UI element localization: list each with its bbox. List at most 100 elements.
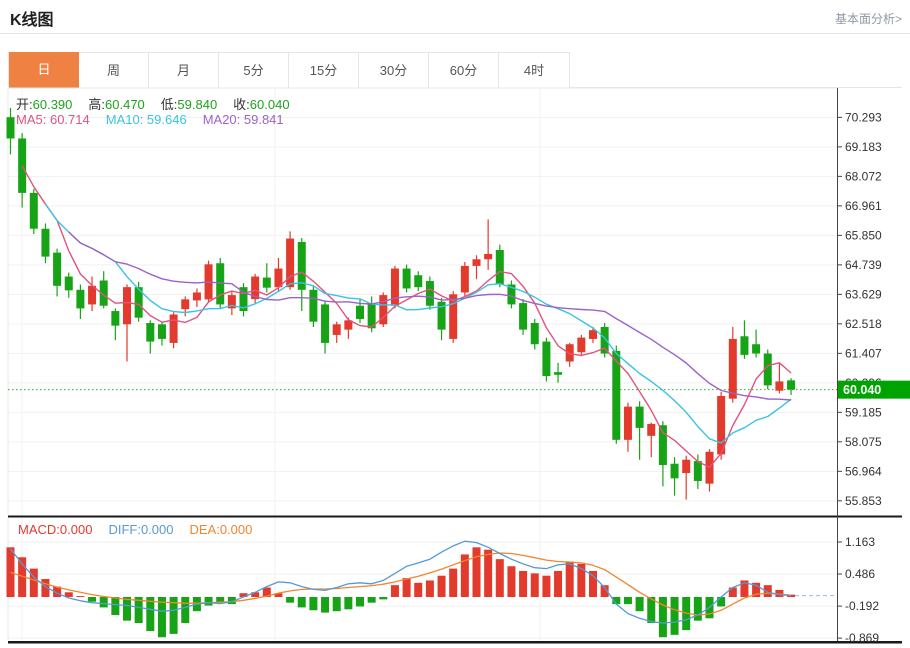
macd-bar — [647, 597, 656, 624]
tab-周[interactable]: 周 — [79, 53, 149, 88]
tab-15分[interactable]: 15分 — [289, 53, 359, 88]
macd-bar — [612, 597, 621, 605]
macd-bar — [530, 573, 539, 598]
macd-bar — [286, 597, 295, 603]
macd-bar — [134, 597, 143, 624]
candle-body — [600, 326, 609, 354]
macd-bar — [740, 580, 749, 598]
tab-4时[interactable]: 4时 — [499, 53, 569, 88]
candle-body — [472, 259, 481, 266]
macd-bar — [449, 568, 458, 598]
period-tab-bar: 日周月 5分 15分 30分 60分 4时 — [8, 52, 902, 88]
ma10-line — [44, 203, 792, 444]
candle-body — [425, 281, 434, 306]
candle-body — [763, 353, 772, 386]
candle-body — [169, 314, 178, 343]
candle-body — [647, 423, 656, 436]
macd-bar — [379, 597, 388, 600]
macd-bar — [472, 547, 481, 598]
ma20-line — [68, 231, 792, 401]
candle-body — [390, 268, 399, 306]
candle-body — [29, 192, 38, 229]
axis-tick-label: 58.075 — [845, 435, 882, 449]
macd-bar — [635, 597, 644, 612]
axis-tick-label: 0.486 — [845, 567, 875, 581]
candle-body — [693, 461, 702, 481]
tab-5分[interactable]: 5分 — [219, 53, 289, 88]
candle-body — [53, 252, 62, 286]
candle-body — [123, 287, 131, 325]
axis-tick-label: 63.629 — [845, 287, 882, 301]
axis-tick-label: 61.407 — [845, 346, 882, 360]
macd-bar — [216, 597, 225, 603]
tab-月[interactable]: 月 — [149, 53, 219, 88]
dea-line — [10, 552, 792, 616]
axis-tick-label: 65.850 — [845, 228, 882, 242]
candle-body — [321, 304, 330, 343]
macd-bar — [623, 597, 632, 605]
ma-lines — [21, 165, 792, 468]
candle-body — [227, 295, 236, 309]
fundamental-analysis-link[interactable]: 基本面分析> — [834, 12, 902, 26]
macd-bar — [390, 585, 399, 598]
candle-body — [99, 280, 108, 306]
macd-bar — [41, 579, 50, 598]
tab-30分[interactable]: 30分 — [359, 53, 429, 88]
candle-body — [565, 344, 574, 362]
candle-body — [216, 263, 225, 305]
macd-bar — [262, 587, 271, 598]
macd-bar — [111, 597, 120, 615]
candle-body — [437, 301, 446, 330]
macd-bar — [554, 570, 563, 598]
macd-bar — [658, 597, 667, 638]
macd-bar — [484, 549, 493, 598]
macd-bar — [181, 597, 190, 624]
candle-body — [623, 406, 632, 440]
diff-line — [9, 540, 792, 624]
macd-bar — [76, 596, 85, 598]
axis-tick-label: -0.869 — [845, 631, 879, 645]
macd-bar — [495, 559, 504, 598]
macd-bar — [6, 547, 15, 598]
macd-bar — [227, 597, 236, 605]
axis-tick-label: 69.183 — [845, 140, 882, 154]
macd-bar — [344, 597, 353, 610]
candle-body — [379, 295, 388, 325]
macd-bar — [577, 563, 586, 598]
candle-body — [192, 292, 201, 301]
macd-bar — [565, 561, 574, 598]
candle-body — [530, 322, 539, 345]
candle-body — [251, 276, 260, 300]
macd-bar — [309, 597, 318, 611]
candle-body — [239, 287, 248, 312]
candle-body — [18, 138, 27, 193]
axis-tick-label: 55.853 — [845, 494, 882, 508]
tab-60分[interactable]: 60分 — [429, 53, 499, 88]
macd-bar — [29, 568, 38, 598]
candle-body — [495, 249, 504, 285]
candle-body — [460, 265, 469, 293]
tab-日[interactable]: 日 — [9, 52, 79, 88]
macd-bar — [297, 597, 306, 608]
candle-body — [309, 289, 318, 322]
macd-bar — [460, 554, 469, 598]
macd-bar — [321, 597, 330, 613]
candle-body — [76, 289, 85, 309]
macd-bar — [519, 570, 528, 598]
candle-body — [134, 287, 143, 318]
candle-body — [449, 294, 458, 339]
axis-tick-label: 1.163 — [845, 535, 875, 549]
macd-bar — [600, 585, 609, 598]
candle-body — [111, 311, 120, 326]
axis-tick-label: 64.739 — [845, 258, 882, 272]
current-price-badge: 60.040 — [838, 380, 910, 399]
macd-bar — [251, 592, 260, 598]
candle-body — [88, 285, 97, 305]
candle-body — [332, 324, 341, 335]
candle-body — [635, 406, 644, 428]
candle-body — [507, 284, 516, 305]
candle-body — [589, 330, 597, 339]
candle-body — [612, 350, 621, 440]
